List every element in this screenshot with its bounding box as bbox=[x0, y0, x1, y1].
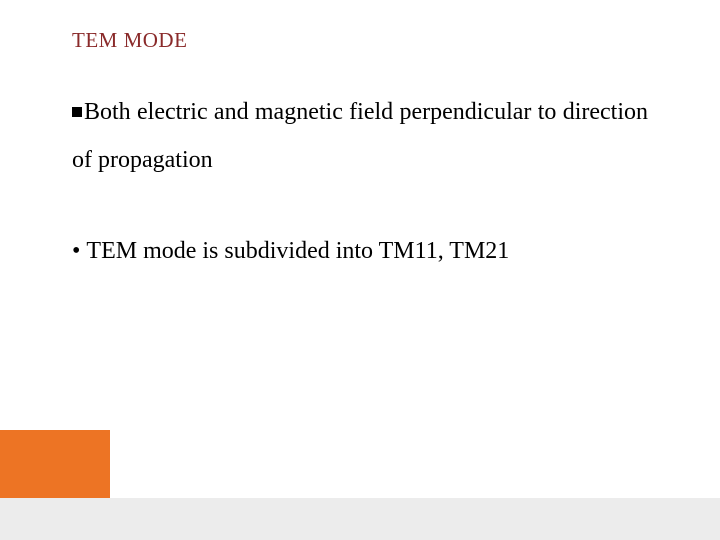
footer-grey-band bbox=[0, 498, 720, 540]
slide: TEM MODE Both electric and magnetic fiel… bbox=[0, 0, 720, 540]
slide-title: TEM MODE bbox=[72, 28, 187, 53]
bullet-text: TEM mode is subdivided into TM11, TM21 bbox=[86, 238, 509, 264]
bullet-item: • TEM mode is subdivided into TM11, TM21 bbox=[72, 232, 648, 270]
slide-body: Both electric and magnetic field perpend… bbox=[72, 88, 648, 270]
bullet-text: Both electric and magnetic field perpend… bbox=[72, 99, 648, 173]
bullet-item: Both electric and magnetic field perpend… bbox=[72, 88, 648, 184]
square-bullet-icon bbox=[72, 107, 82, 117]
accent-orange-block bbox=[0, 430, 110, 498]
disc-bullet-icon: • bbox=[72, 238, 86, 264]
